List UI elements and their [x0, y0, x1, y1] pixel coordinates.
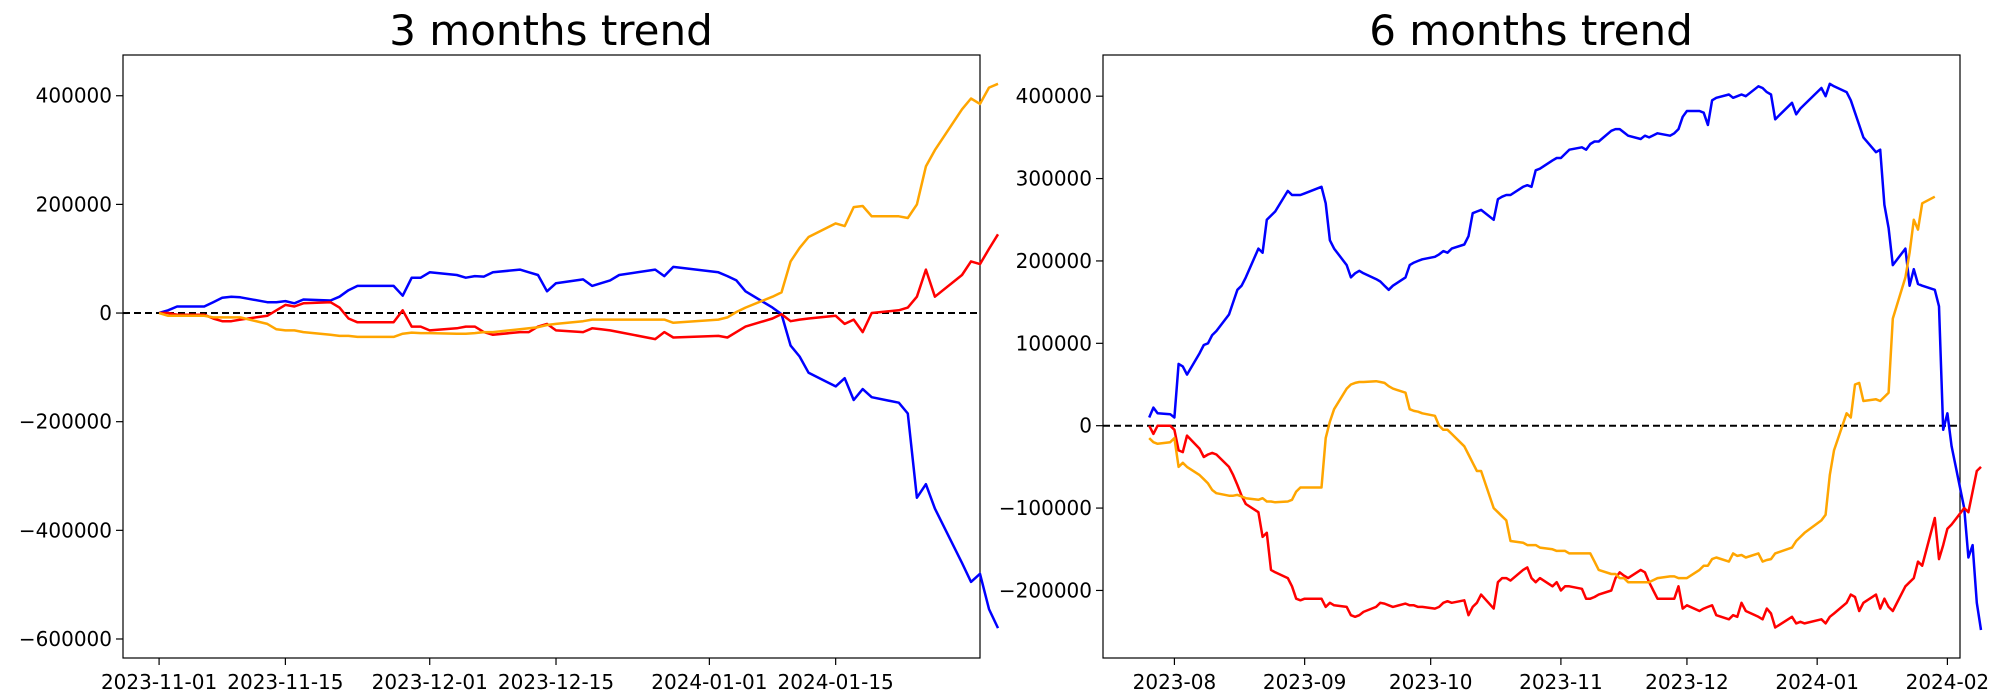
- y-tick-label: 0: [1079, 414, 1092, 438]
- y-tick-label: 0: [99, 301, 112, 325]
- x-tick-label: 2024-01-01: [651, 670, 767, 694]
- series-line-3: [158, 82, 999, 339]
- x-tick-label: 2023-12: [1645, 670, 1729, 694]
- y-tick-label: 100000: [1016, 331, 1092, 355]
- y-tick-label: 200000: [36, 192, 112, 216]
- plot-area-frame: [1102, 54, 1961, 659]
- y-tick-label: 400000: [1016, 84, 1092, 108]
- x-tick-label: 2023-09: [1263, 670, 1347, 694]
- y-tick-label: −400000: [19, 518, 112, 542]
- y-tick-label: −200000: [19, 410, 112, 434]
- x-tick-label: 2023-08: [1133, 670, 1217, 694]
- y-tick-label: −100000: [999, 496, 1092, 520]
- y-tick-label: −200000: [999, 578, 1092, 602]
- x-tick-label: 2024-02: [1906, 670, 1990, 694]
- series-line-1: [1148, 82, 1983, 631]
- y-tick-label: 200000: [1016, 249, 1092, 273]
- x-tick-label: 2023-11-01: [101, 670, 217, 694]
- chart-title: 6 months trend: [1369, 6, 1693, 55]
- y-tick-label: 400000: [36, 84, 112, 108]
- plot-area-frame: [122, 54, 981, 659]
- x-tick-label: 2023-11-15: [227, 670, 343, 694]
- series-line-2: [159, 233, 1000, 341]
- x-tick-label: 2023-10: [1389, 670, 1473, 694]
- x-tick-label: 2023-11: [1519, 670, 1603, 694]
- series-line-2: [1148, 424, 1982, 629]
- x-tick-label: 2023-12-01: [372, 670, 488, 694]
- x-tick-label: 2023-12-15: [498, 670, 614, 694]
- chart-6-months: 6 months trend 2023-08 2023-09 2023-10 2023…: [999, 6, 1989, 694]
- x-tick-label: 2024-01-15: [778, 670, 894, 694]
- series-line-1: [158, 265, 1000, 629]
- x-tick-label: 2024-01: [1775, 670, 1859, 694]
- chart-title: 3 months trend: [389, 6, 713, 55]
- series-line-3: [1148, 195, 1936, 584]
- y-tick-label: 300000: [1016, 167, 1092, 191]
- y-tick-label: −600000: [19, 627, 112, 651]
- chart-3-months: 3 months trend 2023-11-01 2023-11-15 2023-…: [19, 6, 1000, 694]
